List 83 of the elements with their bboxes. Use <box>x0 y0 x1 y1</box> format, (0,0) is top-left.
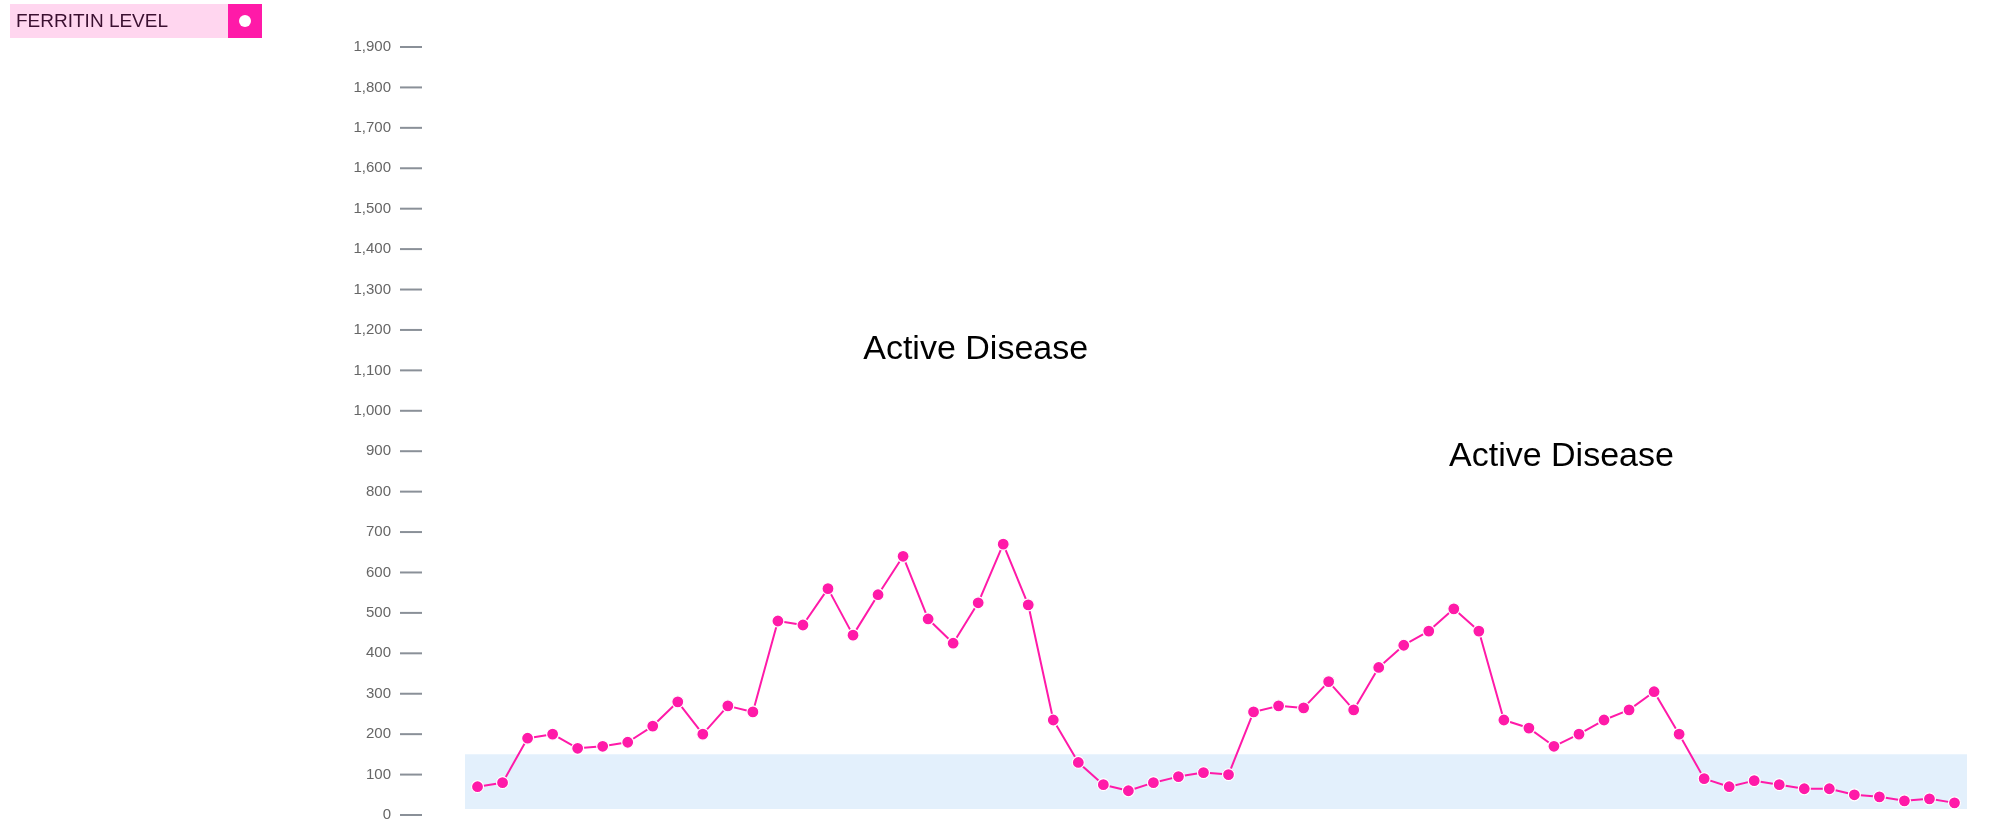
point <box>1847 788 1861 802</box>
point <box>1146 776 1161 790</box>
y-tick-label: 100 <box>365 764 391 782</box>
point <box>1722 780 1736 794</box>
point <box>1221 767 1236 782</box>
point <box>1046 713 1060 727</box>
point <box>1622 703 1636 717</box>
point <box>1947 796 1962 810</box>
y-tick-label: 1,700 <box>353 117 391 135</box>
point <box>1246 705 1261 719</box>
point <box>1672 727 1686 741</box>
point <box>1271 699 1286 713</box>
point <box>1872 790 1886 804</box>
point <box>646 719 660 733</box>
point <box>871 588 885 602</box>
point <box>1372 660 1386 675</box>
point <box>1021 598 1035 612</box>
point <box>1297 701 1311 715</box>
point <box>1597 713 1611 727</box>
point <box>621 735 635 749</box>
y-tick-label: 1,200 <box>353 320 391 338</box>
point <box>796 618 810 632</box>
annotation: Active Disease <box>1449 434 1674 474</box>
point <box>1572 727 1586 741</box>
y-tick-label: 1,500 <box>353 198 391 216</box>
y-tick-label: 1,300 <box>353 279 391 297</box>
point <box>1747 774 1761 788</box>
point <box>721 699 735 713</box>
point <box>546 727 560 741</box>
y-tick-label: 600 <box>365 562 391 580</box>
point <box>1697 772 1711 786</box>
y-tick-label: 700 <box>365 522 391 540</box>
point <box>1897 794 1912 808</box>
point <box>1822 782 1836 796</box>
y-tick-label: 300 <box>365 683 391 701</box>
y-tick-label: 1,800 <box>353 77 391 95</box>
y-tick-label: 500 <box>365 603 391 621</box>
point <box>1772 778 1786 792</box>
point <box>1071 755 1085 770</box>
point <box>1497 713 1511 727</box>
y-tick-label: 900 <box>365 441 391 459</box>
point <box>495 776 510 790</box>
point <box>671 695 685 709</box>
y-tick-label: 200 <box>365 724 391 742</box>
y-tick-label: 1,600 <box>353 158 391 176</box>
point <box>1397 638 1411 652</box>
point <box>1447 602 1461 616</box>
point <box>1347 703 1361 717</box>
y-tick-label: 400 <box>365 643 391 661</box>
point <box>1472 624 1486 638</box>
point <box>1196 765 1211 780</box>
point <box>1522 721 1536 735</box>
point <box>596 739 610 753</box>
annotation: Active Disease <box>863 327 1089 367</box>
point <box>921 612 935 626</box>
point <box>771 614 785 628</box>
point <box>470 780 485 794</box>
point <box>520 731 535 745</box>
point <box>1121 784 1135 798</box>
y-tick-label: 1,000 <box>353 400 391 418</box>
point <box>1171 770 1186 784</box>
point <box>946 636 960 650</box>
y-tick-label: 1,900 <box>353 37 391 55</box>
point <box>896 549 910 563</box>
y-tick-label: 0 <box>382 805 391 823</box>
point <box>1922 792 1937 806</box>
point <box>746 705 760 719</box>
point <box>1647 685 1661 699</box>
point <box>1096 778 1110 792</box>
point <box>1422 624 1436 638</box>
text: FERRITIN LEVEL <box>10 4 229 38</box>
point <box>846 628 860 642</box>
y-tick-label: 1,400 <box>353 239 391 257</box>
point <box>1797 782 1811 796</box>
point <box>996 537 1010 551</box>
point <box>571 741 585 755</box>
y-tick-label: 800 <box>365 481 391 499</box>
point <box>821 582 835 596</box>
point <box>1322 675 1336 689</box>
y-tick-label: 1,100 <box>353 360 391 378</box>
point <box>696 727 710 741</box>
point <box>1547 739 1561 753</box>
point <box>971 596 985 610</box>
